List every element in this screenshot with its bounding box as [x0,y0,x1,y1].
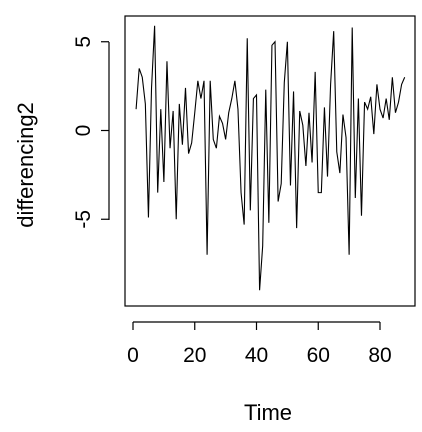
x-axis: 0 20 40 60 80 [127,321,392,367]
series-line-0 [135,25,406,291]
series-layer [135,25,406,291]
plot-panel [124,15,416,307]
x-tick-label: 0 [127,344,139,367]
x-ticks-layer: 0 20 40 60 80 [127,322,392,367]
y-tick-label: 0 [72,125,95,137]
y-tick-label: -5 [72,210,95,229]
x-tick-label: 20 [183,344,206,367]
x-axis-label: Time [244,400,292,425]
x-tick-label: 60 [307,344,330,367]
y-axis-label: differencing2 [13,102,38,228]
y-ticks-layer: -5 0 5 [72,36,109,229]
y-tick-label: 5 [72,36,95,48]
y-axis: -5 0 5 [72,36,110,229]
plot-frame [124,15,416,307]
x-tick-label: 40 [245,344,268,367]
x-tick-label: 80 [368,344,391,367]
